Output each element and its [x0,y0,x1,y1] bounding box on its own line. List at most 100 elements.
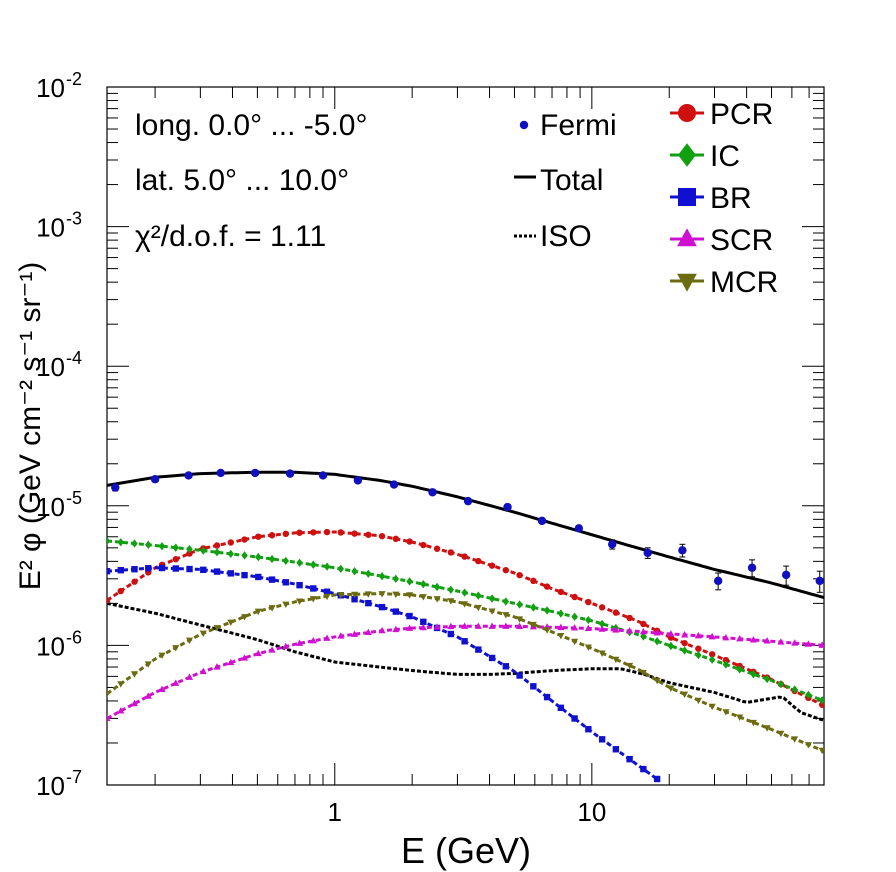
marker-scr [433,623,441,630]
marker-br [640,765,647,773]
marker-mcr [502,612,510,619]
curve-br [107,566,659,781]
marker-scr [117,707,125,714]
fermi-point [285,469,295,478]
marker-pcr [612,609,620,616]
fermi-point [607,540,617,549]
marker-pcr [255,533,262,540]
y-tick-exponent: -5 [66,488,82,508]
marker-scr [241,654,249,661]
marker-br [107,568,111,575]
annotations: long. 0.0° ... -5.0° lat. 5.0° ... 10.0°… [135,109,367,253]
marker-pcr [213,542,221,549]
series-mcr [107,591,824,755]
marker-mcr [557,633,565,640]
marker-br [268,576,276,583]
marker-pcr [241,536,248,543]
marker-br [255,573,262,581]
marker-scr [254,649,262,657]
annotation-latitude: lat. 5.0° ... 10.0° [135,164,349,197]
marker-mcr [351,591,359,599]
marker-mcr [722,709,730,716]
marker-ic [667,641,675,651]
fermi-point [111,483,120,492]
marker-ic [323,562,331,571]
marker-br [378,603,386,611]
marker-br [351,596,358,603]
marker-ic [571,612,578,621]
marker-pcr [268,532,276,539]
marker-scr [323,634,331,641]
marker-ic [268,554,276,564]
marker-br [420,618,427,626]
model-curves [107,470,824,783]
legend-item-fermi: Fermi [519,109,617,142]
marker-ic [310,560,317,569]
marker-br [282,579,289,586]
marker-scr [516,622,524,629]
marker-mcr [392,591,400,599]
marker-mcr [749,719,757,727]
marker-scr [777,638,785,645]
legend-label: Total [540,164,603,197]
legend-label: BR [710,182,752,215]
fermi-point [216,468,225,478]
y-tick-exponent: -3 [66,209,82,229]
marker-pcr [447,549,455,556]
marker-mcr [144,661,152,668]
legend-left: Fermi Total ISO [514,109,617,253]
marker-ic [750,670,757,679]
marker-scr [213,663,221,670]
marker-pcr [571,593,578,601]
legend-label: SCR [710,224,773,257]
y-tick-labels: 10-710-610-510-410-310-2 [36,69,82,801]
legend-label: Fermi [540,109,617,142]
x-axis-label: E (GeV) [401,830,531,871]
marker-ic [461,588,468,597]
marker-scr [144,692,152,699]
marker-pcr [695,645,702,652]
marker-mcr [488,608,496,615]
marker-mcr [516,616,524,623]
annotation-chi2: χ²/d.o.f. = 1.11 [135,220,326,253]
marker-br [543,693,551,701]
marker-mcr [694,697,702,705]
marker-mcr [653,677,661,685]
marker-ic [543,606,551,615]
marker-pcr [392,535,400,543]
marker-scr [736,635,744,642]
series-pcr [107,528,824,708]
marker-scr [763,637,771,644]
marker-mcr [804,742,812,749]
marker-mcr [447,598,455,605]
marker-mcr [626,662,634,670]
marker-mcr [433,596,441,603]
marker-scr [461,622,469,629]
fermi-point [318,471,328,480]
marker-mcr [378,591,386,598]
marker-mcr [172,645,180,652]
curve-iso [107,601,824,722]
marker-mcr [268,605,276,612]
marker-scr [639,628,647,635]
marker-pcr [598,604,606,611]
marker-br [461,638,468,645]
marker-scr [804,640,812,647]
marker-scr [185,673,194,680]
marker-br [626,755,633,763]
marker-mcr [158,652,166,660]
marker-ic [351,567,358,576]
marker-pcr [475,557,482,565]
marker-br [296,581,303,589]
marker-scr [584,624,592,632]
marker-br [131,566,138,573]
marker-scr [653,629,661,636]
x-tick-label: 1 [328,797,342,827]
marker-mcr [241,614,249,621]
legend-marker-br [678,188,696,206]
legend-item-ic: IC [670,140,740,173]
marker-mcr [571,638,579,646]
marker-ic [447,585,455,594]
marker-scr [378,626,386,634]
